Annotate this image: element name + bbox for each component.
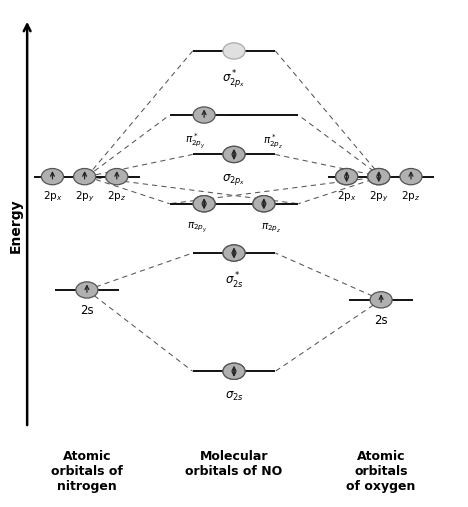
Ellipse shape <box>223 245 245 261</box>
Text: $\sigma^*_{2s}$: $\sigma^*_{2s}$ <box>225 271 243 292</box>
Text: 2s: 2s <box>374 314 388 327</box>
Text: 2p$_x$: 2p$_x$ <box>337 190 357 203</box>
Text: $\pi_{2p_y}$: $\pi_{2p_y}$ <box>187 221 207 235</box>
Text: $\pi_{2p_z}$: $\pi_{2p_z}$ <box>261 221 281 234</box>
Text: Energy: Energy <box>9 199 22 253</box>
Ellipse shape <box>106 168 128 185</box>
Ellipse shape <box>73 168 95 185</box>
Ellipse shape <box>41 168 64 185</box>
Ellipse shape <box>76 282 98 298</box>
Ellipse shape <box>223 43 245 59</box>
Ellipse shape <box>370 292 392 308</box>
Ellipse shape <box>336 168 358 185</box>
Text: Molecular
orbitals of NO: Molecular orbitals of NO <box>185 450 283 478</box>
Ellipse shape <box>223 147 245 163</box>
Ellipse shape <box>400 168 422 185</box>
Ellipse shape <box>223 363 245 379</box>
Text: $\sigma_{2s}$: $\sigma_{2s}$ <box>225 389 243 403</box>
Text: $\pi^*_{2p_y}$: $\pi^*_{2p_y}$ <box>185 132 205 152</box>
Ellipse shape <box>336 168 358 185</box>
Text: 2p$_z$: 2p$_z$ <box>402 190 421 203</box>
Ellipse shape <box>253 196 275 212</box>
Ellipse shape <box>368 168 390 185</box>
Ellipse shape <box>193 107 215 123</box>
Ellipse shape <box>193 196 215 212</box>
Ellipse shape <box>253 196 275 212</box>
Text: 2p$_y$: 2p$_y$ <box>369 190 388 204</box>
Text: 2p$_z$: 2p$_z$ <box>107 190 126 203</box>
Text: 2p$_x$: 2p$_x$ <box>43 190 62 203</box>
Text: $\pi^*_{2p_z}$: $\pi^*_{2p_z}$ <box>263 132 283 150</box>
Ellipse shape <box>223 363 245 379</box>
Text: $\sigma_{2p_x}$: $\sigma_{2p_x}$ <box>222 172 246 187</box>
Text: Atomic
orbitals
of oxygen: Atomic orbitals of oxygen <box>346 450 416 493</box>
Ellipse shape <box>223 147 245 163</box>
Ellipse shape <box>193 196 215 212</box>
Text: 2s: 2s <box>80 304 94 317</box>
Text: Atomic
orbitals of
nitrogen: Atomic orbitals of nitrogen <box>51 450 123 493</box>
Ellipse shape <box>368 168 390 185</box>
Text: $\sigma^*_{2p_x}$: $\sigma^*_{2p_x}$ <box>222 68 246 90</box>
Text: 2p$_y$: 2p$_y$ <box>75 190 95 204</box>
Ellipse shape <box>223 245 245 261</box>
